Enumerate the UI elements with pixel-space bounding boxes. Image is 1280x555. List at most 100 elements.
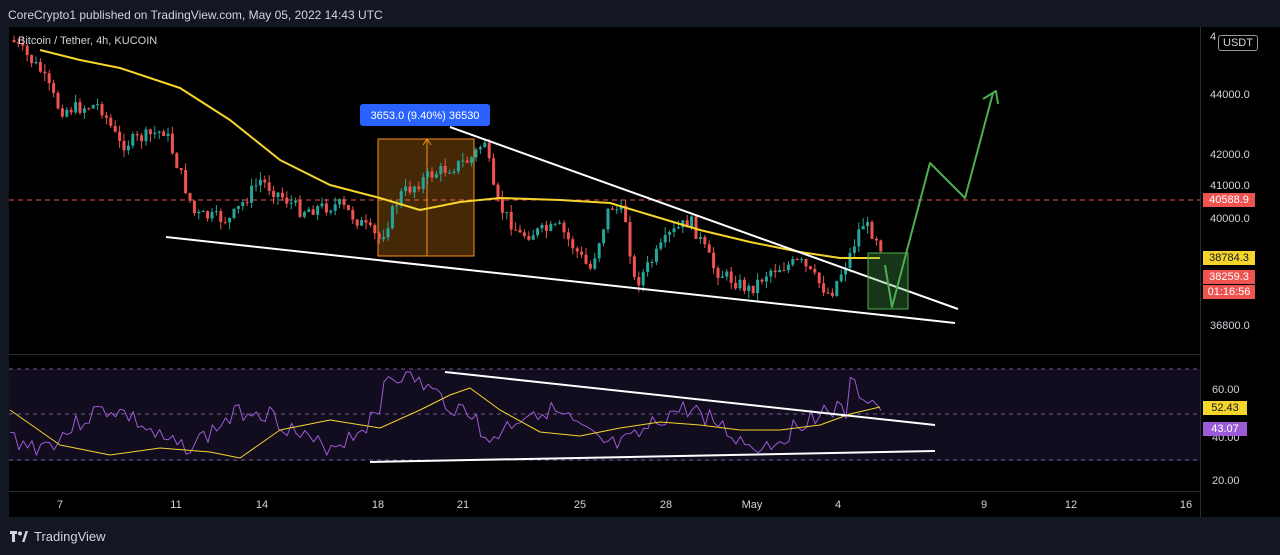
time-tick: 9 xyxy=(980,499,988,511)
time-tick: 25 xyxy=(573,499,587,511)
candle-body xyxy=(280,192,284,198)
candle-body xyxy=(522,232,526,237)
tradingview-brand[interactable]: TradingView xyxy=(10,529,106,544)
candle-body xyxy=(857,229,861,247)
candle-body xyxy=(298,200,302,217)
candle-body xyxy=(329,210,333,213)
candle-body xyxy=(786,264,790,271)
candle-body xyxy=(38,62,42,72)
candle-body xyxy=(386,228,390,238)
candle-body xyxy=(747,285,751,291)
time-tick: 12 xyxy=(1064,499,1078,511)
time-tick: 14 xyxy=(255,499,269,511)
candle-body xyxy=(628,222,632,257)
time-axis[interactable] xyxy=(9,491,1200,518)
candle-body xyxy=(527,236,531,240)
candle-body xyxy=(250,185,254,203)
measure-arrowhead xyxy=(422,138,432,146)
price-tick: 44000.0 xyxy=(1210,89,1250,101)
candle-body xyxy=(584,254,588,264)
candle-body xyxy=(509,211,513,230)
price-tick: 36800.0 xyxy=(1210,320,1250,332)
candle-body xyxy=(496,184,500,199)
candle-body xyxy=(448,172,452,174)
candle-body xyxy=(632,256,636,278)
candle-body xyxy=(703,236,707,245)
candle-body xyxy=(492,158,496,185)
candle-body xyxy=(654,248,658,262)
candle-body xyxy=(593,258,597,269)
candle-body xyxy=(148,129,152,135)
candle-body xyxy=(676,227,680,229)
candle-body xyxy=(56,92,60,109)
last-price-tag: 38259.3 xyxy=(1203,270,1255,284)
candle-body xyxy=(668,232,672,235)
candle-body xyxy=(694,216,698,239)
candle-body xyxy=(307,209,311,212)
candle-body xyxy=(514,229,518,231)
level-price-tag: 40588.9 xyxy=(1203,193,1255,207)
candle-body xyxy=(566,232,570,240)
publish-attribution: CoreCrypto1 published on TradingView.com… xyxy=(8,8,383,22)
candle-body xyxy=(456,160,460,172)
chart-area[interactable]: 3653.0 (9.40%) 36530 xyxy=(9,27,1200,517)
currency-badge[interactable]: USDT xyxy=(1218,35,1258,51)
candle-body xyxy=(104,115,108,118)
candle-body xyxy=(549,223,553,231)
candle-body xyxy=(839,274,843,282)
candle-body xyxy=(166,133,170,137)
candle-body xyxy=(426,171,430,178)
candle-body xyxy=(800,259,804,261)
candle-body xyxy=(879,240,883,252)
candle-body xyxy=(575,248,579,252)
candle-body xyxy=(597,243,601,259)
candle-body xyxy=(214,211,218,213)
candle-body xyxy=(223,222,227,224)
candle-body xyxy=(69,109,73,113)
candle-body xyxy=(201,211,205,213)
candle-body xyxy=(769,270,773,277)
candle-body xyxy=(60,108,64,117)
candle-body xyxy=(382,237,386,240)
candle-body xyxy=(716,268,720,279)
candle-body xyxy=(553,223,557,225)
candle-body xyxy=(562,222,566,233)
chart-canvas[interactable]: 3653.0 (9.40%) 36530 xyxy=(9,27,1200,517)
time-tick: 21 xyxy=(456,499,470,511)
candle-body xyxy=(192,200,196,214)
candle-body xyxy=(184,170,188,193)
candle-body xyxy=(580,251,584,255)
pane-divider[interactable] xyxy=(9,354,1200,355)
candle-body xyxy=(157,131,161,133)
candle-body xyxy=(588,263,592,269)
candle-body xyxy=(404,186,408,192)
candle-body xyxy=(25,45,29,56)
candle-body xyxy=(646,262,650,273)
candle-body xyxy=(487,142,491,159)
price-tick: 41000.0 xyxy=(1210,180,1250,192)
candle-body xyxy=(258,179,262,186)
candle-body xyxy=(650,261,654,263)
candle-body xyxy=(773,270,777,273)
candle-body xyxy=(175,153,179,169)
symbol-title[interactable]: Bitcoin / Tether, 4h, KUCOIN xyxy=(18,35,158,47)
candle-body xyxy=(91,105,95,109)
candle-body xyxy=(289,202,293,204)
candle-body xyxy=(470,157,474,163)
candle-body xyxy=(500,198,504,213)
candle-body xyxy=(395,205,399,207)
candle-body xyxy=(808,266,812,269)
candle-body xyxy=(505,211,509,213)
candle-body xyxy=(764,276,768,282)
candle-body xyxy=(78,102,82,113)
countdown-tag: 01:16:56 xyxy=(1203,285,1255,299)
candle-body xyxy=(368,222,372,226)
candle-body xyxy=(377,233,381,240)
projection-path xyxy=(884,92,994,308)
candle-body xyxy=(338,199,342,205)
candle-body xyxy=(87,108,91,110)
candle-body xyxy=(602,229,606,244)
candle-body xyxy=(663,234,667,243)
time-tick: 7 xyxy=(56,499,64,511)
candle-body xyxy=(822,283,826,293)
